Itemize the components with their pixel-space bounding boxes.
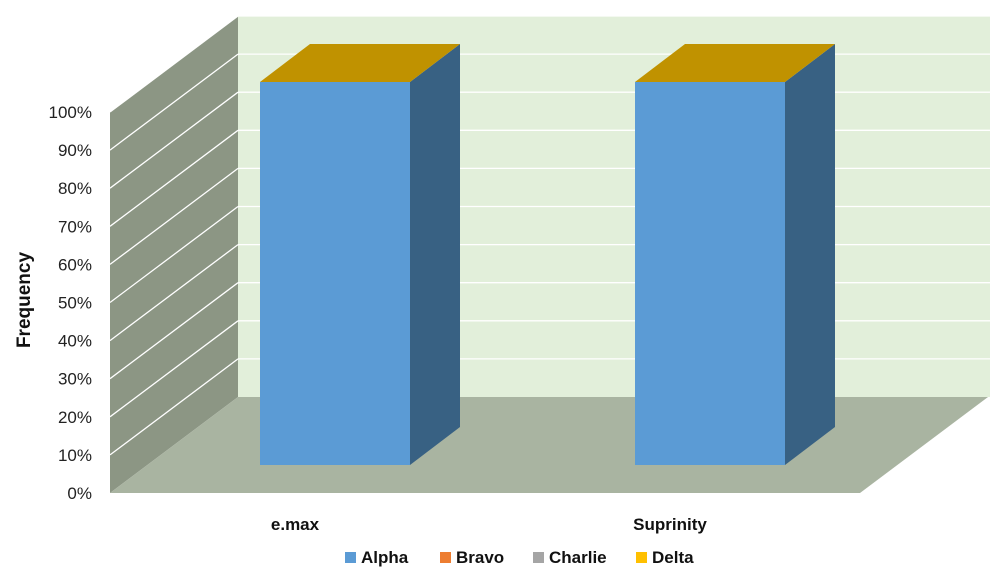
y-tick-label: 80% <box>58 179 92 198</box>
legend-label: Delta <box>652 548 694 567</box>
gridline-side <box>109 91 239 189</box>
y-axis-label: Frequency <box>14 252 35 349</box>
bars <box>260 44 835 465</box>
y-tick-label: 40% <box>58 332 92 351</box>
gridline-side <box>109 53 239 151</box>
legend-label: Alpha <box>361 548 409 567</box>
gridline-side <box>109 244 239 342</box>
legend-label: Charlie <box>549 548 607 567</box>
y-tick-label: 60% <box>58 255 92 274</box>
bar-alpha <box>635 82 785 465</box>
y-axis-ticks: 0% 10% 20% 30% 40% 50% 60% 70% 80% 90% 100% <box>49 103 92 503</box>
floor <box>110 397 988 493</box>
gridline-side <box>109 205 239 304</box>
y-tick-label: 100% <box>49 103 92 122</box>
y-tick-label: 10% <box>58 446 92 465</box>
gridline-side <box>109 129 239 227</box>
x-axis-categories: e.max Suprinity <box>271 515 707 534</box>
legend-swatch <box>345 552 356 563</box>
gridline-side <box>109 15 239 113</box>
legend-swatch <box>533 552 544 563</box>
gridline-side <box>109 167 239 265</box>
legend-swatch <box>636 552 647 563</box>
y-tick-label: 20% <box>58 408 92 427</box>
x-category-label: Suprinity <box>633 515 707 534</box>
y-tick-label: 0% <box>67 484 92 503</box>
bar-top <box>260 44 460 82</box>
y-tick-label: 90% <box>58 141 92 160</box>
chart-walls <box>110 16 990 493</box>
y-tick-label: 50% <box>58 294 92 313</box>
gridline-side <box>109 358 239 456</box>
legend-swatch <box>440 552 451 563</box>
bar-side <box>785 44 835 465</box>
bar-alpha <box>260 82 410 465</box>
x-category-label: e.max <box>271 515 320 534</box>
bar-top <box>635 44 835 82</box>
gridline-side <box>109 320 239 418</box>
gridline-side <box>109 282 239 380</box>
legend-label: Bravo <box>456 548 504 567</box>
bar-side <box>410 44 460 465</box>
y-tick-label: 30% <box>58 370 92 389</box>
y-tick-label: 70% <box>58 217 92 236</box>
legend: Alpha Bravo Charlie Delta <box>345 548 694 567</box>
